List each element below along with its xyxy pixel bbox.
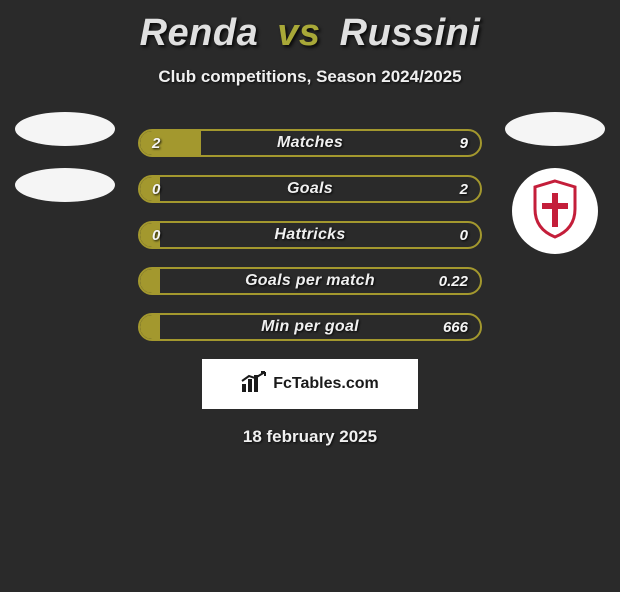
stat-label: Min per goal: [138, 313, 482, 341]
stat-label: Goals: [138, 175, 482, 203]
stat-row: 0 Goals 2: [138, 175, 482, 203]
stat-label: Hattricks: [138, 221, 482, 249]
date: 18 february 2025: [0, 427, 620, 447]
team-crest-icon: [531, 179, 579, 244]
site-badge: FcTables.com: [202, 359, 418, 409]
player1-avatar-block: [10, 112, 120, 222]
stat-row: Goals per match 0.22: [138, 267, 482, 295]
vs-separator: vs: [277, 12, 320, 54]
stat-value-right: 0.22: [439, 267, 468, 295]
player2-name: Russini: [340, 12, 481, 54]
stat-label: Goals per match: [138, 267, 482, 295]
stat-value-right: 9: [460, 129, 468, 157]
player1-team-placeholder: [15, 168, 115, 202]
site-label: FcTables.com: [273, 375, 379, 393]
subtitle: Club competitions, Season 2024/2025: [0, 67, 620, 87]
stats-bars: 2 Matches 9 0 Goals 2 0 Hattricks 0 Goal…: [138, 129, 482, 341]
stat-value-right: 666: [443, 313, 468, 341]
stat-row: 2 Matches 9: [138, 129, 482, 157]
stat-row: Min per goal 666: [138, 313, 482, 341]
player2-avatar-placeholder: [505, 112, 605, 146]
player2-avatar-block: [500, 112, 610, 222]
page-title: Renda vs Russini: [0, 12, 620, 55]
chart-bar-icon: [241, 371, 273, 398]
stat-value-right: 2: [460, 175, 468, 203]
player1-avatar-placeholder: [15, 112, 115, 146]
player2-team-crest: [512, 168, 598, 254]
player1-name: Renda: [140, 12, 259, 54]
stat-label: Matches: [138, 129, 482, 157]
stat-value-right: 0: [460, 221, 468, 249]
stat-row: 0 Hattricks 0: [138, 221, 482, 249]
